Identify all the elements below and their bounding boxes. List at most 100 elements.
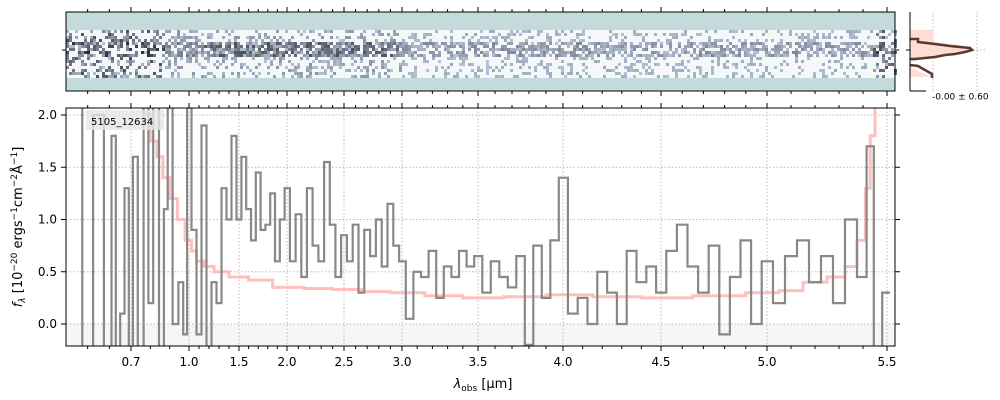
2d-spectrum-pixel xyxy=(873,45,876,48)
2d-spectrum-pixel xyxy=(450,57,453,60)
2d-spectrum-pixel xyxy=(651,72,654,75)
2d-spectrum-pixel xyxy=(228,51,231,54)
2d-spectrum-pixel xyxy=(873,69,876,72)
2d-spectrum-pixel xyxy=(573,48,576,51)
2d-spectrum-pixel xyxy=(840,57,843,60)
2d-spectrum-pixel xyxy=(534,66,537,69)
2d-spectrum-pixel xyxy=(324,60,327,63)
2d-spectrum-pixel xyxy=(78,51,81,54)
2d-spectrum-pixel xyxy=(393,30,396,33)
2d-spectrum-pixel xyxy=(831,30,834,33)
y-label-part: cm xyxy=(11,187,26,207)
2d-spectrum-pixel xyxy=(279,60,282,63)
2d-spectrum-pixel xyxy=(393,39,396,42)
2d-spectrum-pixel xyxy=(639,33,642,36)
2d-spectrum-pixel xyxy=(558,45,561,48)
2d-spectrum-pixel xyxy=(435,54,438,57)
2d-spectrum-pixel xyxy=(522,45,525,48)
2d-spectrum-pixel xyxy=(768,72,771,75)
2d-spectrum-pixel xyxy=(528,54,531,57)
2d-spectrum-pixel xyxy=(795,54,798,57)
2d-spectrum-pixel xyxy=(219,54,222,57)
2d-spectrum-pixel xyxy=(90,48,93,51)
2d-spectrum-pixel xyxy=(414,39,417,42)
2d-spectrum-pixel xyxy=(399,45,402,48)
2d-spectrum-pixel xyxy=(147,48,150,51)
2d-spectrum-pixel xyxy=(243,72,246,75)
2d-spectrum-pixel xyxy=(264,36,267,39)
2d-spectrum-pixel xyxy=(435,30,438,33)
2d-spectrum-pixel xyxy=(309,72,312,75)
2d-spectrum-pixel xyxy=(291,48,294,51)
axis-ticks: 0.7 1.0 1.5 2.0 2.5 3.0 3.5 4.0 4.5 5.0 5.50.00.51… xyxy=(38,103,900,369)
2d-spectrum-pixel xyxy=(360,69,363,72)
2d-spectrum-pixel xyxy=(750,57,753,60)
2d-spectrum-pixel xyxy=(246,36,249,39)
2d-spectrum-pixel xyxy=(828,36,831,39)
2d-spectrum-pixel xyxy=(111,42,114,45)
2d-spectrum-pixel xyxy=(192,72,195,75)
2d-spectrum-pixel xyxy=(582,51,585,54)
2d-spectrum-pixel xyxy=(450,51,453,54)
2d-spectrum-pixel xyxy=(270,63,273,66)
2d-spectrum-pixel xyxy=(792,51,795,54)
2d-spectrum-pixel xyxy=(528,66,531,69)
2d-spectrum-pixel xyxy=(132,60,135,63)
2d-spectrum-pixel xyxy=(525,42,528,45)
2d-spectrum-pixel xyxy=(219,45,222,48)
2d-spectrum-pixel xyxy=(312,51,315,54)
2d-spectrum-pixel xyxy=(708,51,711,54)
2d-spectrum-pixel xyxy=(807,42,810,45)
2d-spectrum-pixel xyxy=(468,48,471,51)
2d-spectrum-pixel xyxy=(510,63,513,66)
2d-spectrum-pixel xyxy=(108,45,111,48)
2d-spectrum-pixel xyxy=(534,75,537,78)
2d-spectrum-pixel xyxy=(342,42,345,45)
2d-spectrum-pixel xyxy=(351,45,354,48)
2d-spectrum-pixel xyxy=(477,42,480,45)
2d-spectrum-pixel xyxy=(177,48,180,51)
2d-spectrum-pixel xyxy=(801,69,804,72)
histogram-panel: -0.00 ± 0.60 xyxy=(906,12,989,103)
2d-spectrum-pixel xyxy=(201,75,204,78)
2d-spectrum-pixel xyxy=(486,54,489,57)
2d-spectrum-pixel xyxy=(252,57,255,60)
2d-spectrum-pixel xyxy=(330,57,333,60)
2d-spectrum-pixel xyxy=(81,60,84,63)
x-tick-label: 4.5 xyxy=(651,355,670,369)
2d-spectrum-pixel xyxy=(108,66,111,69)
2d-spectrum-pixel xyxy=(441,42,444,45)
2d-spectrum-pixel xyxy=(156,39,159,42)
2d-spectrum-pixel xyxy=(306,66,309,69)
2d-spectrum-pixel xyxy=(885,51,888,54)
2d-spectrum-pixel xyxy=(468,63,471,66)
2d-spectrum-pixel xyxy=(279,51,282,54)
2d-spectrum-pixel xyxy=(192,42,195,45)
2d-spectrum-pixel xyxy=(717,60,720,63)
2d-spectrum-pixel xyxy=(540,60,543,63)
2d-spectrum-pixel xyxy=(549,39,552,42)
2d-spectrum-pixel xyxy=(126,60,129,63)
2d-spectrum-pixel xyxy=(657,39,660,42)
2d-spectrum-pixel xyxy=(459,63,462,66)
2d-spectrum-pixel xyxy=(525,39,528,42)
2d-spectrum-pixel xyxy=(201,45,204,48)
2d-spectrum-pixel xyxy=(870,30,873,33)
2d-spectrum-pixel xyxy=(588,48,591,51)
2d-spectrum-pixel xyxy=(675,72,678,75)
2d-spectrum-pixel xyxy=(582,48,585,51)
2d-spectrum-pixel xyxy=(759,63,762,66)
2d-spectrum-pixel xyxy=(228,42,231,45)
2d-spectrum-pixel xyxy=(393,54,396,57)
2d-spectrum-pixel xyxy=(642,48,645,51)
2d-spectrum-pixel xyxy=(174,39,177,42)
2d-spectrum-pixel xyxy=(264,42,267,45)
2d-spectrum-pixel xyxy=(438,45,441,48)
2d-spectrum-pixel xyxy=(108,57,111,60)
2d-spectrum-pixel xyxy=(213,75,216,78)
2d-spectrum-pixel xyxy=(558,48,561,51)
2d-spectrum-pixel xyxy=(357,48,360,51)
2d-spectrum-pixel xyxy=(498,69,501,72)
2d-spectrum-pixel xyxy=(741,60,744,63)
2d-spectrum-pixel xyxy=(726,75,729,78)
